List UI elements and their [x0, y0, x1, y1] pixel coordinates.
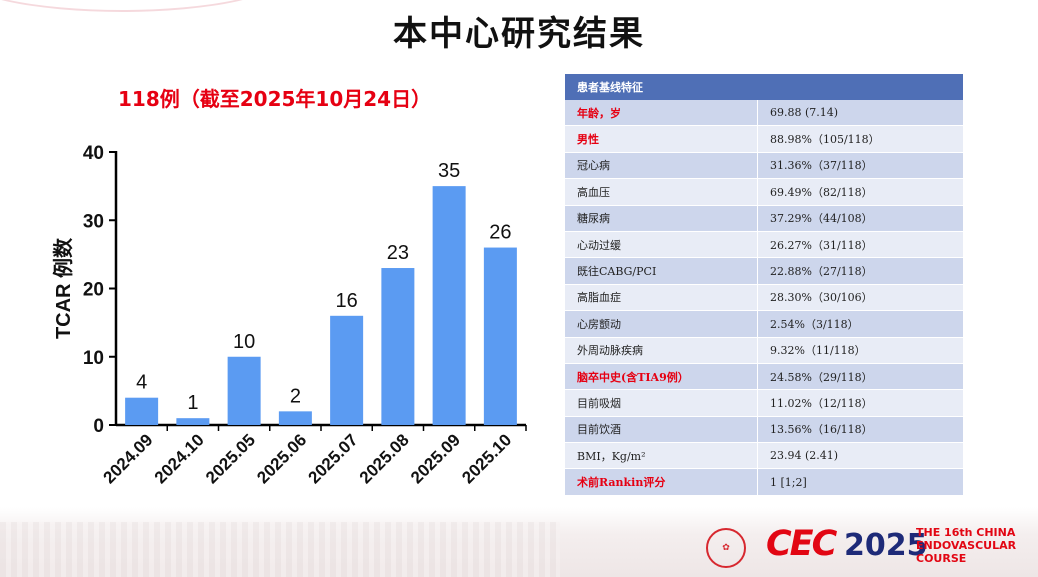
row-value: 1 [1;2] [758, 469, 963, 496]
row-label: BMI，Kg/m² [565, 443, 758, 470]
data-label: 1 [187, 392, 198, 414]
row-label: 目前吸烟 [565, 390, 758, 417]
x-tick-label: 2025.08 [356, 430, 413, 487]
table-header: 患者基线特征 [565, 74, 963, 100]
cec-mark: CEC [766, 524, 837, 564]
chart-subtitle: 118例（截至2025年10月24日） [118, 87, 432, 111]
row-label: 年龄，岁 [565, 100, 758, 127]
x-tick-label: 2025.09 [407, 430, 464, 487]
row-label: 高血压 [565, 179, 758, 206]
bar [278, 411, 312, 425]
bar [330, 315, 364, 425]
row-label: 心动过缓 [565, 231, 758, 259]
logo-line-2: ENDOVASCULAR [916, 539, 1017, 552]
bar-chart: 0 10 20 30 40 TCAR 例数 4 2024.09 1 2024.10 10 2025.0… [51, 143, 527, 487]
table-row: 目前吸烟 11.02%（12/118） [565, 390, 963, 417]
row-value: 22.88%（27/118） [758, 258, 963, 285]
bar [432, 186, 466, 425]
table-row: 高血压 69.49%（82/118） [565, 179, 963, 206]
row-value: 37.29%（44/108） [758, 205, 963, 232]
data-label: 4 [136, 372, 147, 394]
row-value: 13.56%（16/118） [758, 416, 963, 444]
row-label: 外周动脉疾病 [565, 337, 758, 364]
table-header-row: 患者基线特征 [565, 74, 963, 100]
bar [176, 418, 210, 425]
y-tick-label: 30 [83, 211, 104, 232]
baseline-table: 患者基线特征 年龄，岁 69.88 (7.14) 男性 88.98%（105/118）… [565, 74, 963, 496]
table-row: 糖尿病 37.29%（44/108） [565, 205, 963, 232]
row-label: 术前Rankin评分 [565, 469, 758, 496]
data-label: 16 [336, 290, 358, 312]
y-tick-label: 40 [83, 143, 104, 164]
data-label: 23 [387, 242, 409, 264]
bar [381, 268, 415, 425]
x-tick-label: 2025.07 [305, 430, 362, 487]
table-row: 年龄，岁 69.88 (7.14) [565, 100, 963, 127]
y-axis-title: TCAR 例数 [51, 237, 75, 339]
table-row: 目前饮酒 13.56%（16/118） [565, 416, 963, 444]
logo-course-name: THE 16th CHINA ENDOVASCULAR COURSE [916, 526, 1016, 565]
background-skyline [0, 522, 560, 577]
table-row: 既往CABG/PCI 22.88%（27/118） [565, 258, 963, 285]
row-label: 冠心病 [565, 152, 758, 180]
logo-line-1: THE 16th CHINA [916, 526, 1016, 539]
x-tick-label: 2024.10 [151, 430, 208, 487]
row-value: 23.94 (2.41) [758, 443, 963, 470]
table-row: 术前Rankin评分 1 [1;2] [565, 469, 963, 496]
page-title: 本中心研究结果 [393, 14, 645, 54]
x-tick-label: 2025.06 [253, 430, 310, 487]
row-value: 2.54%（3/118） [758, 311, 963, 338]
row-label: 心房颤动 [565, 311, 758, 338]
row-value: 24.58%（29/118） [758, 363, 963, 391]
x-tick-label: 2024.09 [100, 430, 157, 487]
table-row: 冠心病 31.36%（37/118） [565, 152, 963, 180]
society-seal-icon: ✿ [706, 528, 746, 568]
bar [483, 247, 517, 425]
data-label: 10 [233, 331, 255, 353]
table-row: BMI，Kg/m² 23.94 (2.41) [565, 443, 963, 470]
row-label: 既往CABG/PCI [565, 258, 758, 285]
data-label: 26 [489, 222, 511, 244]
row-value: 31.36%（37/118） [758, 152, 963, 180]
table-body: 年龄，岁 69.88 (7.14) 男性 88.98%（105/118） 冠心病 31.3… [565, 100, 963, 496]
row-value: 69.49%（82/118） [758, 179, 963, 206]
row-label: 高脂血症 [565, 284, 758, 312]
table-row: 心动过缓 26.27%（31/118） [565, 231, 963, 259]
row-label: 男性 [565, 126, 758, 153]
x-tick-label: 2025.10 [458, 430, 515, 487]
y-tick-label: 20 [83, 280, 104, 301]
bar [125, 397, 159, 425]
y-tick-label: 0 [93, 416, 104, 437]
row-label: 目前饮酒 [565, 416, 758, 444]
y-tick-label: 10 [83, 348, 104, 369]
table-row: 心房颤动 2.54%（3/118） [565, 311, 963, 338]
row-value: 28.30%（30/106） [758, 284, 963, 312]
table-row: 脑卒中史(含TIA9例） 24.58%（29/118） [565, 363, 963, 391]
row-value: 11.02%（12/118） [758, 390, 963, 417]
data-label: 35 [438, 160, 460, 182]
row-label: 糖尿病 [565, 205, 758, 232]
row-value: 26.27%（31/118） [758, 231, 963, 259]
data-label: 2 [290, 385, 301, 407]
table-row: 高脂血症 28.30%（30/106） [565, 284, 963, 312]
cec-logo: ✿ CEC 2025 THE 16th CHINA ENDOVASCULAR C… [706, 524, 1036, 574]
logo-line-3: COURSE [916, 552, 967, 565]
row-value: 69.88 (7.14) [758, 100, 963, 127]
table-row: 外周动脉疾病 9.32%（11/118） [565, 337, 963, 364]
bar [227, 356, 261, 425]
x-tick-label: 2025.05 [202, 430, 259, 487]
row-value: 88.98%（105/118） [758, 126, 963, 153]
row-label: 脑卒中史(含TIA9例） [565, 363, 758, 391]
row-value: 9.32%（11/118） [758, 337, 963, 364]
table-row: 男性 88.98%（105/118） [565, 126, 963, 153]
logo-year: 2025 [844, 528, 928, 563]
